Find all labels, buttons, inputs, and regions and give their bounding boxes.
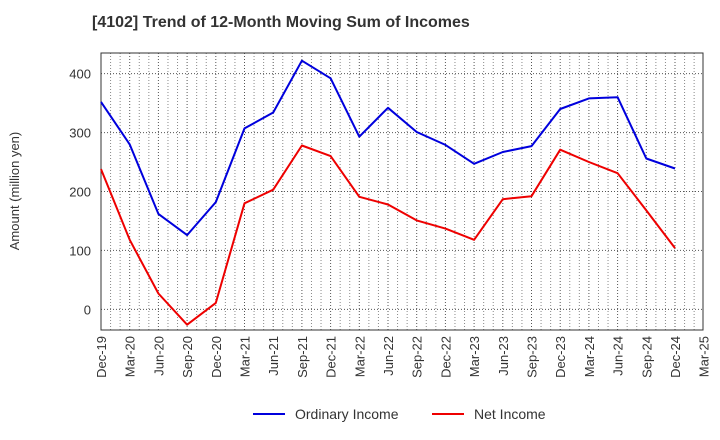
x-tick-label: Dec-21 xyxy=(324,336,339,378)
x-tick-label: Mar-20 xyxy=(123,336,138,377)
x-tick-label: Sep-24 xyxy=(639,336,654,378)
x-tick-label: Dec-24 xyxy=(668,336,683,378)
x-tick-labels: Dec-19 Mar-20 Jun-20 Sep-20 Dec-20 Mar-21 Jun-… xyxy=(94,336,712,378)
series-line-ordinary-income xyxy=(100,59,676,237)
y-tick-label: 0 xyxy=(84,302,91,317)
x-tick-label: Mar-21 xyxy=(238,336,253,377)
x-tick-label: Mar-23 xyxy=(467,336,482,377)
y-tick-label: 200 xyxy=(69,185,91,200)
x-tick-label: Mar-25 xyxy=(697,336,712,377)
x-tick-label: Dec-20 xyxy=(209,336,224,378)
plot-frame xyxy=(100,52,704,331)
x-tick-label: Jun-23 xyxy=(496,336,511,376)
legend-label: Ordinary Income xyxy=(295,406,399,422)
x-tick-label: Jun-24 xyxy=(611,336,626,376)
legend: Ordinary Income Net Income xyxy=(253,406,546,422)
x-tick-label: Sep-22 xyxy=(410,336,425,378)
series-line-net-income xyxy=(100,144,676,326)
x-tick-label: Sep-21 xyxy=(295,336,310,378)
x-tick-label: Dec-23 xyxy=(553,336,568,378)
x-tick-label: Mar-24 xyxy=(582,336,597,377)
x-tick-label: Sep-23 xyxy=(525,336,540,378)
y-tick-label: 100 xyxy=(69,243,91,258)
x-tick-label: Jun-21 xyxy=(266,336,281,376)
x-tick-label: Jun-20 xyxy=(151,336,166,376)
chart-title: [4102] Trend of 12-Month Moving Sum of I… xyxy=(92,14,470,31)
legend-label: Net Income xyxy=(474,406,546,422)
x-tick-label: Dec-19 xyxy=(94,336,109,378)
x-tick-label: Jun-22 xyxy=(381,336,396,376)
y-axis-label: Amount (million yen) xyxy=(7,132,22,251)
x-tick-label: Dec-22 xyxy=(438,336,453,378)
y-tick-label: 400 xyxy=(69,67,91,82)
x-tick-label: Sep-20 xyxy=(180,336,195,378)
x-tick-label: Mar-22 xyxy=(352,336,367,377)
series-layer xyxy=(100,59,676,326)
y-tick-labels: 0 100 200 300 400 xyxy=(69,67,91,318)
y-tick-label: 300 xyxy=(69,126,91,141)
